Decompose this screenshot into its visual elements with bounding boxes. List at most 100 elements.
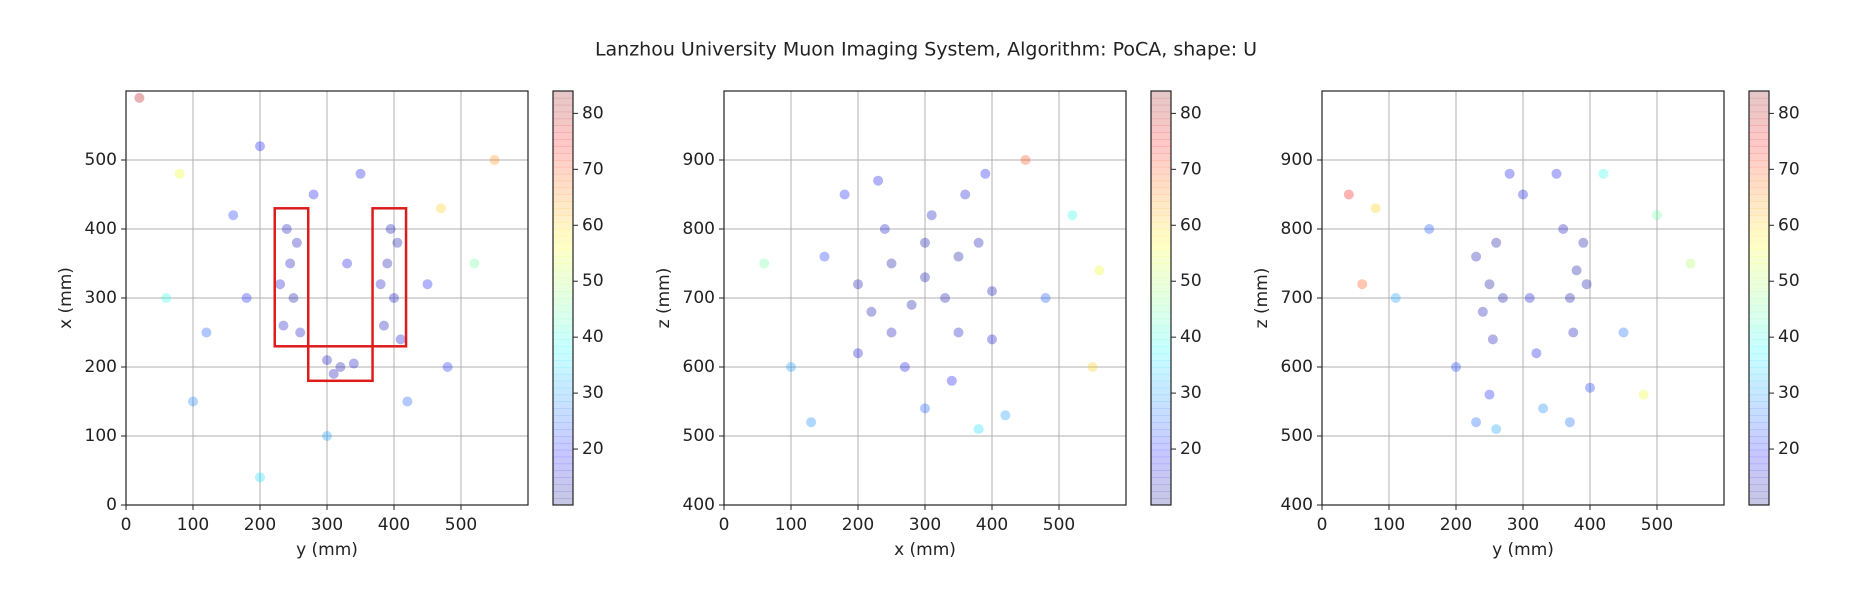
colorbar-segment: [1151, 173, 1171, 182]
axes-frame: [125, 90, 529, 506]
x-tick-label: 400: [1574, 515, 1606, 535]
colorbar-tick-label: 20: [1778, 439, 1800, 459]
colorbar-segment: [553, 118, 573, 126]
colorbar-segment: [553, 229, 573, 237]
point: [920, 403, 930, 414]
colorbar-segment: [1151, 187, 1171, 195]
point: [489, 155, 500, 165]
colorbar-segment: [1749, 498, 1769, 506]
colorbar-segment: [1151, 153, 1171, 161]
colorbar-tick-label: 60: [1180, 215, 1202, 235]
x-tick-label: 300: [1507, 515, 1539, 535]
point: [920, 237, 930, 248]
point: [839, 189, 850, 200]
colorbar-segment: [553, 235, 573, 244]
colorbar-segment: [1749, 470, 1769, 478]
colorbar-segment: [1749, 125, 1769, 133]
x-tick-label: 200: [1440, 515, 1472, 535]
point: [1000, 410, 1011, 421]
colorbar-segment: [1749, 353, 1769, 361]
point: [469, 258, 480, 269]
x-tick-label: 400: [378, 515, 410, 535]
x-tick-label: 500: [1641, 515, 1673, 535]
colorbar-segment: [1749, 436, 1769, 444]
colorbar-segment: [553, 484, 573, 492]
colorbar-segment: [553, 146, 573, 154]
colorbar-segment: [553, 298, 573, 306]
point: [392, 237, 403, 248]
colorbar-segment: [553, 470, 573, 478]
colorbar-segment: [1749, 291, 1769, 299]
colorbar-segment: [553, 166, 573, 175]
point: [1477, 306, 1488, 317]
colorbar-segment: [1151, 408, 1171, 416]
point: [946, 375, 957, 386]
colorbar-segment: [553, 201, 573, 209]
colorbar-segment: [1749, 256, 1769, 264]
point: [920, 272, 930, 283]
point: [1491, 237, 1502, 248]
point: [275, 279, 286, 290]
colorbar-frame: [1748, 90, 1770, 506]
point: [1343, 189, 1354, 200]
colorbar-segment: [1749, 456, 1769, 465]
colorbar-segment: [553, 498, 573, 506]
x-tick-label: 500: [1043, 515, 1075, 535]
colorbar-segment: [553, 132, 573, 140]
point: [382, 258, 393, 269]
x-tick-label: 0: [1317, 515, 1328, 535]
point: [375, 279, 386, 290]
point: [389, 293, 399, 303]
colorbar-segment: [1749, 387, 1769, 396]
colorbar-segment: [1749, 132, 1769, 140]
point: [1390, 293, 1401, 303]
colorbar-tick-label: 50: [1778, 271, 1800, 291]
point: [1491, 424, 1502, 435]
colorbar-segment: [553, 401, 573, 409]
colorbar-segment: [553, 311, 573, 320]
figure-title: Lanzhou University Muon Imaging System, …: [595, 39, 1257, 61]
colorbar-segment: [1151, 442, 1171, 451]
point: [1497, 293, 1508, 303]
colorbar-segment: [1749, 160, 1769, 168]
point: [342, 258, 353, 269]
colorbar-segment: [1749, 463, 1769, 471]
x-tick-label: 100: [1373, 515, 1405, 535]
point: [980, 168, 991, 179]
colorbar-segment: [1151, 339, 1171, 347]
x-tick-label: 0: [719, 515, 730, 535]
colorbar-segment: [1749, 415, 1769, 423]
colorbar-segment: [553, 463, 573, 471]
colorbar-segment: [1151, 311, 1171, 320]
point: [1504, 168, 1515, 179]
colorbar-segment: [1151, 353, 1171, 361]
point: [335, 362, 346, 372]
point: [1578, 237, 1589, 248]
colorbar-segment: [553, 249, 573, 258]
colorbar-segment: [1749, 242, 1769, 251]
y-tick-label: 400: [683, 495, 715, 515]
colorbar-segment: [1749, 442, 1769, 451]
colorbar-segment: [553, 125, 573, 133]
axes-frame: [723, 90, 1127, 506]
colorbar-segment: [553, 394, 573, 402]
colorbar-segment: [1749, 325, 1769, 333]
point: [899, 362, 910, 372]
point: [960, 189, 971, 200]
region-box: [371, 207, 408, 348]
y-tick-label: 800: [683, 219, 715, 239]
point: [873, 175, 884, 186]
point: [1531, 348, 1542, 359]
point: [1685, 258, 1696, 269]
colorbar-segment: [1151, 104, 1171, 113]
colorbar-segment: [1151, 249, 1171, 258]
y-axis-label: z (mm): [654, 268, 674, 329]
colorbar-segment: [1151, 422, 1171, 430]
colorbar-segment: [553, 325, 573, 333]
colorbar-tick-label: 60: [1778, 215, 1800, 235]
colorbar-segment: [1151, 298, 1171, 306]
colorbar-segment: [1151, 208, 1171, 216]
point: [174, 168, 185, 179]
colorbar-segment: [553, 256, 573, 264]
